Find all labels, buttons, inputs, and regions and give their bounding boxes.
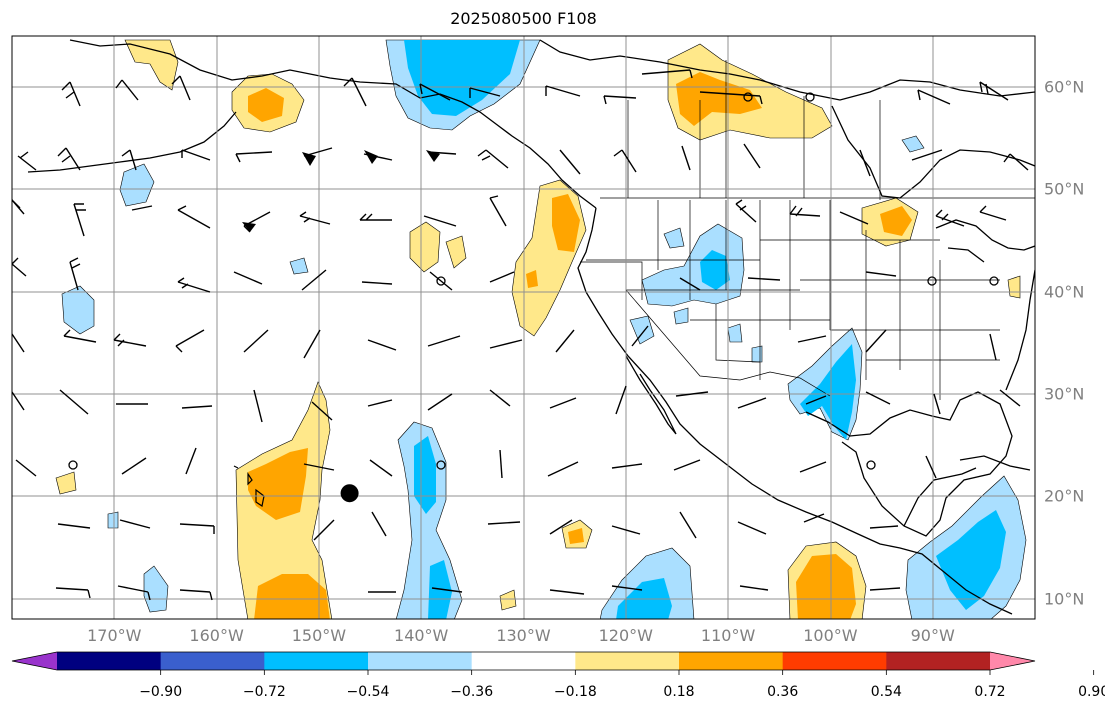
colorbar-tick-label: 0.36 — [767, 684, 799, 700]
positive-anomaly-core — [526, 270, 538, 288]
negative-anomaly-region — [901, 135, 925, 153]
positive-anomaly-region — [409, 221, 441, 273]
map-title: 2025080500 F108 — [450, 9, 597, 28]
negative-anomaly-region — [673, 307, 689, 325]
atlantic-coast — [1005, 269, 1035, 391]
colorbar-segments — [57, 652, 991, 670]
colorbar-segment — [57, 652, 162, 670]
longitude-label: 160°W — [189, 626, 244, 645]
negative-anomaly-region — [663, 227, 685, 249]
negative-anomaly-region — [641, 223, 745, 307]
yucatan-coast — [903, 467, 977, 527]
positive-anomaly-region — [55, 471, 77, 495]
colorbar-extend-low — [12, 652, 57, 670]
positive-anomaly-core — [880, 206, 912, 236]
anomaly-shading — [55, 39, 1027, 619]
colorbar-ticks — [160, 670, 1095, 675]
negative-anomaly-core — [936, 510, 1006, 610]
negative-anomaly-region — [107, 511, 119, 529]
colorbar-tick-label: −0.90 — [139, 684, 183, 700]
colorbar-tick-label: −0.36 — [450, 684, 494, 700]
latitude-label: 40°N — [1044, 282, 1085, 302]
storm-center-marker — [340, 484, 359, 503]
calm-wind-circles — [68, 92, 999, 470]
longitude-label: 130°W — [496, 626, 551, 645]
negative-anomaly-region — [143, 565, 169, 613]
aleutian-chain — [27, 111, 237, 173]
negative-anomaly-region — [751, 345, 763, 363]
longitude-label: 150°W — [291, 626, 347, 645]
colorbar-tick-label: 0.90 — [1078, 684, 1105, 700]
negative-anomaly-region — [61, 285, 95, 335]
negative-anomaly-core — [800, 344, 856, 440]
gridlines — [12, 36, 1035, 619]
great-lakes — [935, 219, 1035, 263]
positive-anomaly-core — [676, 72, 762, 126]
latitude-label: 50°N — [1044, 179, 1085, 199]
negative-anomaly-region — [119, 163, 155, 207]
colorbar-segment — [368, 652, 473, 670]
positive-anomaly-core — [248, 88, 284, 122]
positive-anomaly-region — [511, 179, 587, 337]
longitude-label: 170°W — [87, 626, 142, 645]
baja-california — [625, 355, 677, 435]
colorbar-tick-label: −0.18 — [553, 684, 597, 700]
positive-anomaly-core — [568, 528, 584, 544]
latitude-label: 10°N — [1044, 589, 1085, 609]
wind-pennants — [242, 150, 440, 232]
longitude-label: 90°W — [910, 626, 955, 645]
colorbar-extend-high — [990, 652, 1035, 670]
positive-anomaly-region — [499, 589, 517, 611]
colorbar-segment — [160, 652, 265, 670]
gulf-of-mexico-coast — [805, 391, 1013, 537]
colorbar-segment — [575, 652, 680, 670]
positive-anomaly-core — [552, 194, 580, 252]
colorbar-segment — [471, 652, 576, 670]
colorbar-tick-label: −0.54 — [346, 684, 390, 700]
longitude-label: 120°W — [598, 626, 653, 645]
positive-anomaly-region — [445, 235, 467, 269]
positive-anomaly-core — [796, 554, 856, 619]
cuba — [959, 455, 1031, 471]
negative-anomaly-core — [404, 40, 520, 116]
latitude-label: 20°N — [1044, 486, 1085, 506]
canada-arctic-coast — [539, 39, 1035, 101]
latitude-label: 30°N — [1044, 384, 1085, 404]
colorbar-tick-label: 0.54 — [870, 684, 902, 700]
colorbar-segment — [886, 652, 991, 670]
colorbar-tick-label: 0.18 — [663, 684, 695, 700]
hawaii-islands — [233, 465, 265, 507]
positive-anomaly-region — [124, 39, 179, 91]
alaska-coastline — [69, 39, 597, 209]
colorbar-segment — [782, 652, 887, 670]
colorbar-segment — [264, 652, 369, 670]
colorbar-tick-label: 0.72 — [974, 684, 1006, 700]
longitude-label: 100°W — [803, 626, 858, 645]
colorbar — [11, 651, 1095, 675]
negative-anomaly-core — [414, 436, 436, 514]
negative-anomaly-region — [289, 257, 309, 275]
colorbar-segment — [679, 652, 784, 670]
wind-barbs — [12, 69, 1029, 601]
colorbar-tick-label: −0.72 — [242, 684, 286, 700]
map-frame — [11, 35, 1036, 620]
latitude-label: 60°N — [1044, 77, 1085, 97]
positive-anomaly-region — [1007, 275, 1021, 299]
positive-anomaly-core — [254, 574, 330, 619]
negative-anomaly-region — [629, 315, 655, 345]
longitude-label: 140°W — [394, 626, 449, 645]
longitude-label: 110°W — [700, 626, 756, 645]
negative-anomaly-region — [727, 323, 743, 343]
